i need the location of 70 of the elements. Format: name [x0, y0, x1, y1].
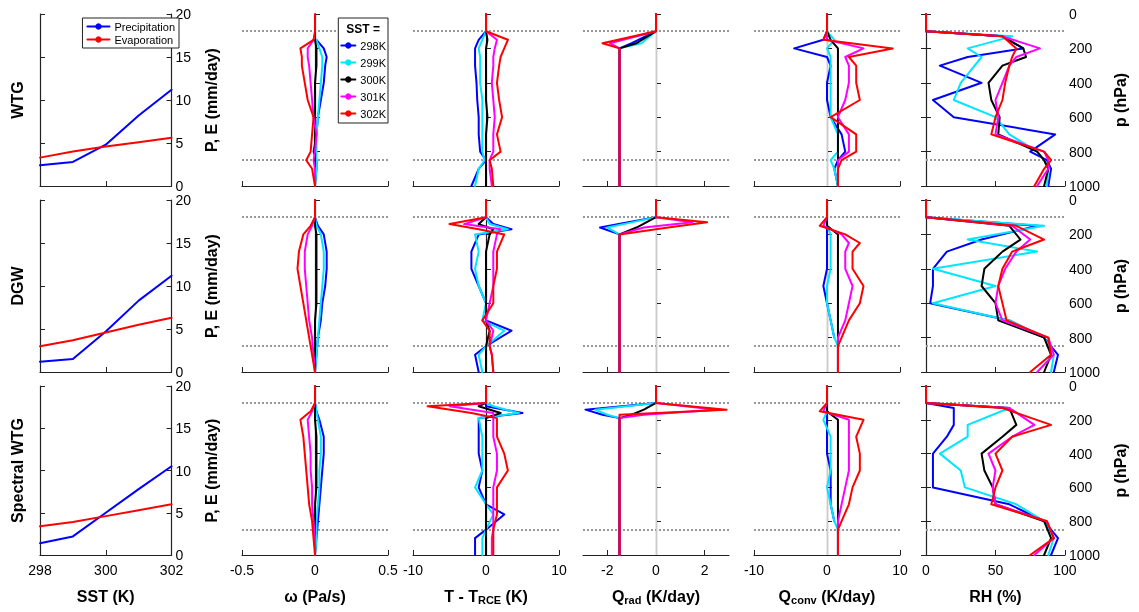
x-tick-label: 10	[551, 562, 567, 578]
text: Spectral WTG	[8, 418, 26, 523]
y-tick-label: 0	[1068, 192, 1077, 208]
y-tick-label: 10	[175, 92, 192, 108]
y-tick-label: 10	[175, 278, 192, 294]
text: WTG	[8, 81, 26, 119]
y-axis-title: p (hPa)	[1111, 72, 1129, 128]
x-tick-label: 0	[922, 562, 931, 578]
y-tick-label: 800	[1068, 513, 1093, 530]
x-tick-label: 0	[311, 562, 320, 578]
y-tick-label: 600	[1068, 295, 1093, 312]
y-axis-title: p (hPa)	[1111, 258, 1129, 314]
y-tick-label: 200	[1068, 40, 1093, 57]
x-axis-title: ω (Pa/s)	[284, 587, 346, 605]
y-tick-label: 1000	[1068, 364, 1101, 380]
legend-label: Evaporation	[114, 33, 174, 46]
y-tick-label: 0	[175, 364, 184, 380]
y-axis-title: P, E (mm/day)	[202, 418, 220, 523]
y-tick-label: 400	[1068, 260, 1093, 277]
y-tick-label: 200	[1068, 226, 1093, 243]
x-tick-label: -10	[402, 562, 424, 578]
x-tick-label: 0	[652, 562, 661, 578]
legend-label: 302K	[360, 107, 387, 120]
y-tick-label: 1000	[1068, 547, 1101, 563]
y-tick-label: 1000	[1068, 178, 1101, 194]
y-tick-label: 20	[175, 378, 192, 394]
y-tick-label: 15	[175, 235, 192, 251]
x-tick-label: 50	[987, 562, 1004, 578]
x-axis-title: RH (%)	[969, 587, 1022, 605]
legend-label: 300K	[360, 73, 387, 86]
text: DGW	[8, 265, 26, 306]
y-tick-label: 200	[1068, 411, 1093, 428]
legend-label: 301K	[360, 90, 387, 103]
x-tick-label: 0.5	[378, 562, 398, 578]
y-tick-label: 600	[1068, 109, 1093, 126]
x-axis-title: SST (K)	[76, 587, 135, 605]
x-tick-label: -10	[743, 562, 765, 578]
legend-title: SST =	[346, 22, 381, 36]
x-tick-label: 2	[700, 562, 709, 578]
x-tick-label: 0	[823, 562, 832, 578]
y-tick-label: 20	[175, 192, 192, 208]
y-tick-label: 15	[175, 49, 192, 65]
x-tick-label: 0	[482, 562, 491, 578]
y-axis-title: P, E (mm/day)	[202, 234, 220, 338]
y-tick-label: 0	[175, 547, 184, 563]
y-tick-label: 0	[175, 178, 184, 194]
legend-label: Precipitation	[114, 20, 176, 33]
x-tick-label: 302	[159, 562, 184, 578]
y-tick-label: 600	[1068, 479, 1093, 496]
x-tick-label: -0.5	[229, 562, 255, 578]
y-tick-label: 10	[175, 462, 192, 479]
y-tick-label: 0	[1068, 6, 1077, 22]
y-tick-label: 5	[175, 504, 184, 521]
legend-label: 299K	[360, 56, 387, 69]
y-tick-label: 5	[175, 321, 184, 337]
y-tick-label: 400	[1068, 74, 1093, 91]
x-tick-label: 10	[892, 562, 908, 578]
y-tick-label: 800	[1068, 143, 1093, 160]
y-tick-label: 0	[1068, 378, 1077, 394]
x-tick-label: 100	[1053, 562, 1077, 578]
y-tick-label: 800	[1068, 329, 1093, 346]
y-axis-title: P, E (mm/day)	[202, 48, 220, 152]
x-tick-label: 300	[94, 562, 118, 578]
x-tick-label: 298	[28, 562, 52, 578]
legend-label: 298K	[360, 39, 387, 52]
y-tick-label: 15	[175, 420, 192, 437]
x-tick-label: -2	[601, 562, 614, 578]
y-axis-title: p (hPa)	[1111, 443, 1129, 498]
y-tick-label: 400	[1068, 445, 1093, 462]
y-tick-label: 5	[175, 135, 184, 151]
